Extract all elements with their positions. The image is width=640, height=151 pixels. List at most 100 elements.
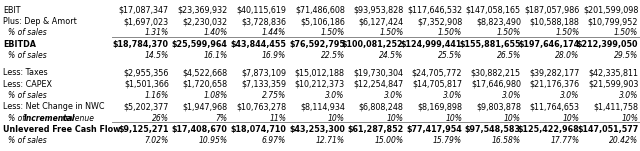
Text: 26.5%: 26.5% xyxy=(497,51,521,60)
Text: 16.1%: 16.1% xyxy=(204,51,227,60)
Text: 1.40%: 1.40% xyxy=(204,28,227,37)
Text: $10,763,278: $10,763,278 xyxy=(236,102,286,111)
Text: $17,087,347: $17,087,347 xyxy=(118,6,169,15)
Text: $10,799,952: $10,799,952 xyxy=(588,17,638,26)
Text: 6.97%: 6.97% xyxy=(262,136,286,145)
Text: $155,881,655: $155,881,655 xyxy=(460,40,521,49)
Text: % of sales: % of sales xyxy=(8,51,47,60)
Text: $1,947,968: $1,947,968 xyxy=(182,102,227,111)
Text: $9,125,271: $9,125,271 xyxy=(118,125,169,134)
Text: $8,114,934: $8,114,934 xyxy=(300,102,345,111)
Text: 16.58%: 16.58% xyxy=(492,136,521,145)
Text: $10,588,188: $10,588,188 xyxy=(530,17,580,26)
Text: 7%: 7% xyxy=(215,114,227,123)
Text: $117,646,532: $117,646,532 xyxy=(407,6,462,15)
Text: 1.50%: 1.50% xyxy=(556,28,580,37)
Text: $17,646,980: $17,646,980 xyxy=(471,80,521,88)
Text: $100,081,252: $100,081,252 xyxy=(342,40,404,49)
Text: $40,115,619: $40,115,619 xyxy=(236,6,286,15)
Text: $1,501,366: $1,501,366 xyxy=(124,80,169,88)
Text: $18,074,710: $18,074,710 xyxy=(230,125,286,134)
Text: $147,051,577: $147,051,577 xyxy=(577,125,638,134)
Text: 10%: 10% xyxy=(445,114,462,123)
Text: $21,176,376: $21,176,376 xyxy=(529,80,580,88)
Text: revenue: revenue xyxy=(60,114,93,123)
Text: $97,548,583: $97,548,583 xyxy=(465,125,521,134)
Text: 11%: 11% xyxy=(269,114,286,123)
Text: 16.9%: 16.9% xyxy=(262,51,286,60)
Text: $3,728,836: $3,728,836 xyxy=(241,17,286,26)
Text: $5,106,186: $5,106,186 xyxy=(300,17,345,26)
Text: 10%: 10% xyxy=(504,114,521,123)
Text: $10,212,373: $10,212,373 xyxy=(294,80,345,88)
Text: 14.5%: 14.5% xyxy=(145,51,169,60)
Text: $1,697,023: $1,697,023 xyxy=(124,17,169,26)
Text: $18,784,370: $18,784,370 xyxy=(113,40,169,49)
Text: $1,411,758: $1,411,758 xyxy=(593,102,638,111)
Text: $6,808,248: $6,808,248 xyxy=(358,102,404,111)
Text: $71,486,608: $71,486,608 xyxy=(295,6,345,15)
Text: $14,705,817: $14,705,817 xyxy=(412,80,462,88)
Text: $61,287,852: $61,287,852 xyxy=(348,125,404,134)
Text: 29.5%: 29.5% xyxy=(614,51,638,60)
Text: Less: Net Change in NWC: Less: Net Change in NWC xyxy=(3,102,105,111)
Text: 10.95%: 10.95% xyxy=(198,136,227,145)
Text: 1.31%: 1.31% xyxy=(145,28,169,37)
Text: 10%: 10% xyxy=(387,114,404,123)
Text: 15.79%: 15.79% xyxy=(433,136,462,145)
Text: 1.50%: 1.50% xyxy=(497,28,521,37)
Text: $25,599,964: $25,599,964 xyxy=(172,40,227,49)
Text: $39,282,177: $39,282,177 xyxy=(529,68,580,77)
Text: 10%: 10% xyxy=(621,114,638,123)
Text: Less: CAPEX: Less: CAPEX xyxy=(3,80,52,88)
Text: 1.44%: 1.44% xyxy=(262,28,286,37)
Text: $12,254,847: $12,254,847 xyxy=(353,80,404,88)
Text: $17,408,670: $17,408,670 xyxy=(172,125,227,134)
Text: EBITDA: EBITDA xyxy=(3,40,36,49)
Text: 7.02%: 7.02% xyxy=(145,136,169,145)
Text: $30,882,215: $30,882,215 xyxy=(471,68,521,77)
Text: 1.08%: 1.08% xyxy=(204,91,227,100)
Text: $124,999,441: $124,999,441 xyxy=(401,40,462,49)
Text: $201,599,098: $201,599,098 xyxy=(583,6,638,15)
Text: $197,646,174: $197,646,174 xyxy=(518,40,580,49)
Text: 3.0%: 3.0% xyxy=(384,91,404,100)
Text: 15.00%: 15.00% xyxy=(374,136,404,145)
Text: 12.71%: 12.71% xyxy=(316,136,345,145)
Text: 22.5%: 22.5% xyxy=(321,51,345,60)
Text: $23,369,932: $23,369,932 xyxy=(177,6,227,15)
Text: $8,823,490: $8,823,490 xyxy=(476,17,521,26)
Text: $2,955,356: $2,955,356 xyxy=(124,68,169,77)
Text: $43,844,455: $43,844,455 xyxy=(230,40,286,49)
Text: 2.75%: 2.75% xyxy=(262,91,286,100)
Text: $5,202,377: $5,202,377 xyxy=(124,102,169,111)
Text: % of sales: % of sales xyxy=(8,136,47,145)
Text: $6,127,424: $6,127,424 xyxy=(358,17,404,26)
Text: 3.0%: 3.0% xyxy=(502,91,521,100)
Text: $76,592,795: $76,592,795 xyxy=(289,40,345,49)
Text: $187,057,986: $187,057,986 xyxy=(524,6,580,15)
Text: $212,399,050: $212,399,050 xyxy=(577,40,638,49)
Text: $8,169,898: $8,169,898 xyxy=(417,102,462,111)
Text: $42,335,811: $42,335,811 xyxy=(588,68,638,77)
Text: 1.50%: 1.50% xyxy=(614,28,638,37)
Text: % of: % of xyxy=(8,114,27,123)
Text: $43,253,300: $43,253,300 xyxy=(289,125,345,134)
Text: $7,352,908: $7,352,908 xyxy=(417,17,462,26)
Text: $7,873,109: $7,873,109 xyxy=(241,68,286,77)
Text: 3.0%: 3.0% xyxy=(326,91,345,100)
Text: $24,705,772: $24,705,772 xyxy=(412,68,462,77)
Text: 26%: 26% xyxy=(152,114,169,123)
Text: $19,730,304: $19,730,304 xyxy=(353,68,404,77)
Text: % of sales: % of sales xyxy=(8,91,47,100)
Text: $147,058,165: $147,058,165 xyxy=(466,6,521,15)
Text: $1,720,658: $1,720,658 xyxy=(182,80,227,88)
Text: 1.16%: 1.16% xyxy=(145,91,169,100)
Text: 10%: 10% xyxy=(328,114,345,123)
Text: 1.50%: 1.50% xyxy=(438,28,462,37)
Text: $11,764,653: $11,764,653 xyxy=(529,102,580,111)
Text: $125,422,968: $125,422,968 xyxy=(518,125,580,134)
Text: 10%: 10% xyxy=(563,114,580,123)
Text: 20.42%: 20.42% xyxy=(609,136,638,145)
Text: $9,803,878: $9,803,878 xyxy=(476,102,521,111)
